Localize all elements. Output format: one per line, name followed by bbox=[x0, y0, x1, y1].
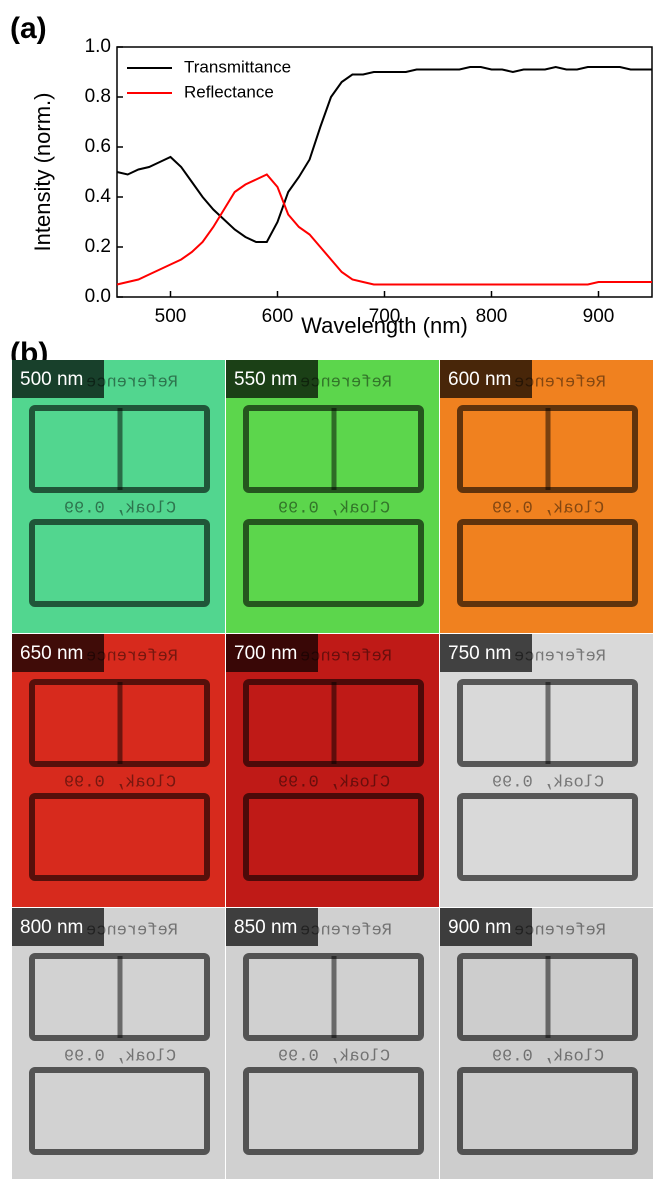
photo bbox=[440, 908, 653, 1179]
y-tick-label: 1.0 bbox=[85, 36, 111, 57]
panel-label: (a) bbox=[10, 12, 47, 45]
x-tick-label: 600 bbox=[262, 306, 294, 327]
y-axis-label: Intensity (norm.) bbox=[30, 93, 55, 252]
image-label: 850 nm bbox=[234, 917, 297, 938]
photo bbox=[226, 360, 439, 633]
photo bbox=[226, 634, 439, 907]
y-tick-label: 0.6 bbox=[85, 136, 111, 157]
image-label: 800 nm bbox=[20, 917, 83, 938]
photo-text: Cloak, 0.99 bbox=[278, 1047, 390, 1066]
y-tick-label: 0.2 bbox=[85, 236, 111, 257]
x-tick-label: 900 bbox=[583, 306, 615, 327]
image-label: 900 nm bbox=[448, 917, 511, 938]
legend-label: Transmittance bbox=[184, 57, 291, 76]
image-label: 600 nm bbox=[448, 369, 511, 390]
legend-label: Reflectance bbox=[184, 82, 274, 101]
photo-text: Cloak, 0.99 bbox=[278, 499, 390, 518]
y-tick-label: 0.4 bbox=[85, 186, 112, 207]
figure: (a) (b) 0.00.20.40.60.81.050060070080090… bbox=[0, 0, 660, 1179]
photo bbox=[440, 634, 653, 907]
photo-text: Cloak, 0.99 bbox=[492, 1047, 604, 1066]
image-label: 650 nm bbox=[20, 643, 83, 664]
image-label: 700 nm bbox=[234, 643, 297, 664]
x-tick-label: 800 bbox=[476, 306, 508, 327]
photo bbox=[12, 908, 225, 1179]
image-label: 550 nm bbox=[234, 369, 297, 390]
photo bbox=[12, 360, 225, 633]
y-tick-label: 0.0 bbox=[85, 286, 111, 307]
photo-text: Cloak, 0.99 bbox=[64, 499, 176, 518]
photo-text: Cloak, 0.99 bbox=[278, 773, 390, 792]
image-label: 500 nm bbox=[20, 369, 83, 390]
photo-text: Cloak, 0.99 bbox=[492, 499, 604, 518]
photo bbox=[440, 360, 653, 633]
photo-text: Cloak, 0.99 bbox=[64, 1047, 176, 1066]
y-tick-label: 0.8 bbox=[85, 86, 111, 107]
x-tick-label: 500 bbox=[155, 306, 187, 327]
photo bbox=[226, 908, 439, 1179]
photo-text: Cloak, 0.99 bbox=[64, 773, 176, 792]
x-axis-label: Wavelength (nm) bbox=[301, 313, 468, 338]
photo bbox=[12, 634, 225, 907]
photo-text: Cloak, 0.99 bbox=[492, 773, 604, 792]
image-label: 750 nm bbox=[448, 643, 511, 664]
